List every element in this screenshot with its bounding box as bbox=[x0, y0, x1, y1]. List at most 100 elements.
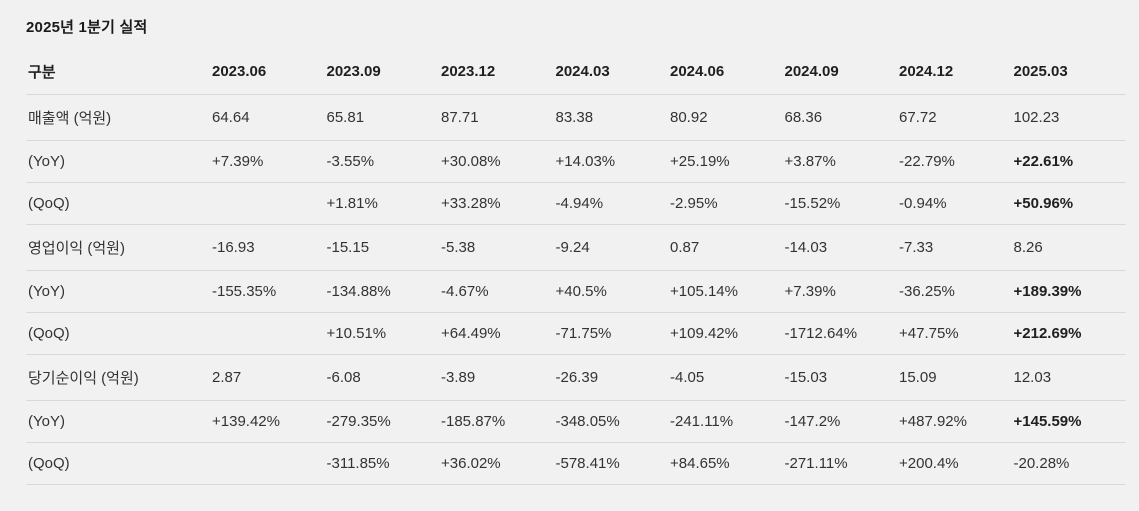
cell-value: +7.39% bbox=[782, 270, 897, 313]
cell-value: -15.52% bbox=[782, 182, 897, 225]
cell-value: 83.38 bbox=[553, 94, 668, 141]
cell-value: +25.19% bbox=[668, 140, 783, 183]
cell-value: +7.39% bbox=[210, 140, 325, 183]
cell-value: +145.59% bbox=[1011, 400, 1126, 443]
column-header-period: 2024.09 bbox=[782, 51, 897, 95]
cell-value: -0.94% bbox=[897, 182, 1012, 225]
column-header-period: 2025.03 bbox=[1011, 51, 1126, 95]
cell-value: -134.88% bbox=[324, 270, 439, 313]
row-label: (YoY) bbox=[26, 140, 210, 183]
cell-value: +189.39% bbox=[1011, 270, 1126, 313]
page-title: 2025년 1분기 실적 bbox=[26, 19, 148, 36]
cell-value: -155.35% bbox=[210, 270, 325, 313]
cell-value: 65.81 bbox=[324, 94, 439, 141]
cell-value: -6.08 bbox=[324, 354, 439, 401]
cell-value: -348.05% bbox=[553, 400, 668, 443]
cell-value: -147.2% bbox=[782, 400, 897, 443]
cell-value: +50.96% bbox=[1011, 182, 1126, 225]
table-row: (QoQ) +1.81% +33.28% -4.94% -2.95% -15.52% -0.… bbox=[26, 182, 1126, 225]
cell-value: -271.11% bbox=[782, 442, 897, 485]
cell-value: -4.94% bbox=[553, 182, 668, 225]
row-label: 당기순이익 (억원) bbox=[26, 354, 210, 401]
column-header-period: 2023.06 bbox=[210, 51, 325, 95]
cell-value bbox=[210, 442, 325, 485]
cell-value: +36.02% bbox=[439, 442, 554, 485]
cell-value: +109.42% bbox=[668, 312, 783, 355]
cell-value: 15.09 bbox=[897, 354, 1012, 401]
cell-value: +105.14% bbox=[668, 270, 783, 313]
cell-value: -2.95% bbox=[668, 182, 783, 225]
cell-value: +3.87% bbox=[782, 140, 897, 183]
cell-value: -311.85% bbox=[324, 442, 439, 485]
row-label: (YoY) bbox=[26, 270, 210, 313]
cell-value: -241.11% bbox=[668, 400, 783, 443]
cell-value: 64.64 bbox=[210, 94, 325, 141]
cell-value: -22.79% bbox=[897, 140, 1012, 183]
cell-value: -36.25% bbox=[897, 270, 1012, 313]
cell-value: -16.93 bbox=[210, 224, 325, 271]
table-row: 영업이익 (억원) -16.93 -15.15 -5.38 -9.24 0.87 -14.0… bbox=[26, 224, 1126, 271]
cell-value: +84.65% bbox=[668, 442, 783, 485]
row-label: 매출액 (억원) bbox=[26, 94, 210, 141]
table-header-row: 구분 2023.06 2023.09 2023.12 2024.03 2024.06 202… bbox=[26, 51, 1126, 95]
cell-value: 87.71 bbox=[439, 94, 554, 141]
cell-value: -578.41% bbox=[553, 442, 668, 485]
cell-value: 68.36 bbox=[782, 94, 897, 141]
cell-value: 67.72 bbox=[897, 94, 1012, 141]
table-row: 당기순이익 (억원) 2.87 -6.08 -3.89 -26.39 -4.05 -15.0… bbox=[26, 354, 1126, 401]
row-label: (QoQ) bbox=[26, 182, 210, 225]
results-section: 2025년 1분기 실적 구분 2023.06 2023.09 2023.12 2024… bbox=[26, 19, 1126, 485]
cell-value: -4.67% bbox=[439, 270, 554, 313]
cell-value: +22.61% bbox=[1011, 140, 1126, 183]
cell-value bbox=[210, 182, 325, 225]
cell-value: +1.81% bbox=[324, 182, 439, 225]
table-row: (QoQ) +10.51% +64.49% -71.75% +109.42% -1712.… bbox=[26, 312, 1126, 355]
quarterly-results-table: 구분 2023.06 2023.09 2023.12 2024.03 2024.06 202… bbox=[26, 51, 1126, 485]
table-row: (YoY) -155.35% -134.88% -4.67% +40.5% +105.14… bbox=[26, 270, 1126, 313]
cell-value: 8.26 bbox=[1011, 224, 1126, 271]
column-header-period: 2024.03 bbox=[553, 51, 668, 95]
cell-value: -3.89 bbox=[439, 354, 554, 401]
cell-value: -185.87% bbox=[439, 400, 554, 443]
table-row: (YoY) +139.42% -279.35% -185.87% -348.05% -24… bbox=[26, 400, 1126, 443]
cell-value: -26.39 bbox=[553, 354, 668, 401]
cell-value: -1712.64% bbox=[782, 312, 897, 355]
cell-value: -3.55% bbox=[324, 140, 439, 183]
cell-value: +64.49% bbox=[439, 312, 554, 355]
cell-value: 102.23 bbox=[1011, 94, 1126, 141]
cell-value: +10.51% bbox=[324, 312, 439, 355]
cell-value: 2.87 bbox=[210, 354, 325, 401]
column-header-period: 2024.12 bbox=[897, 51, 1012, 95]
cell-value: -9.24 bbox=[553, 224, 668, 271]
cell-value: 80.92 bbox=[668, 94, 783, 141]
cell-value: +33.28% bbox=[439, 182, 554, 225]
table-row: 매출액 (억원) 64.64 65.81 87.71 83.38 80.92 68.36 67… bbox=[26, 94, 1126, 141]
cell-value: -279.35% bbox=[324, 400, 439, 443]
cell-value: -20.28% bbox=[1011, 442, 1126, 485]
cell-value: -4.05 bbox=[668, 354, 783, 401]
table-header: 구분 2023.06 2023.09 2023.12 2024.03 2024.06 202… bbox=[26, 51, 1126, 95]
column-header-period: 2023.09 bbox=[324, 51, 439, 95]
cell-value: -14.03 bbox=[782, 224, 897, 271]
table-row: (YoY) +7.39% -3.55% +30.08% +14.03% +25.19% +3… bbox=[26, 140, 1126, 183]
cell-value: 12.03 bbox=[1011, 354, 1126, 401]
row-label: (QoQ) bbox=[26, 442, 210, 485]
cell-value: -5.38 bbox=[439, 224, 554, 271]
row-label: (YoY) bbox=[26, 400, 210, 443]
column-header-period: 2024.06 bbox=[668, 51, 783, 95]
cell-value: -15.15 bbox=[324, 224, 439, 271]
cell-value: +30.08% bbox=[439, 140, 554, 183]
cell-value bbox=[210, 312, 325, 355]
cell-value: +40.5% bbox=[553, 270, 668, 313]
table-body: 매출액 (억원) 64.64 65.81 87.71 83.38 80.92 68.36 67… bbox=[26, 94, 1126, 485]
row-label: (QoQ) bbox=[26, 312, 210, 355]
cell-value: +200.4% bbox=[897, 442, 1012, 485]
cell-value: +14.03% bbox=[553, 140, 668, 183]
cell-value: -7.33 bbox=[897, 224, 1012, 271]
row-label: 영업이익 (억원) bbox=[26, 224, 210, 271]
cell-value: +212.69% bbox=[1011, 312, 1126, 355]
cell-value: -15.03 bbox=[782, 354, 897, 401]
cell-value: +487.92% bbox=[897, 400, 1012, 443]
cell-value: +47.75% bbox=[897, 312, 1012, 355]
column-header-period: 2023.12 bbox=[439, 51, 554, 95]
